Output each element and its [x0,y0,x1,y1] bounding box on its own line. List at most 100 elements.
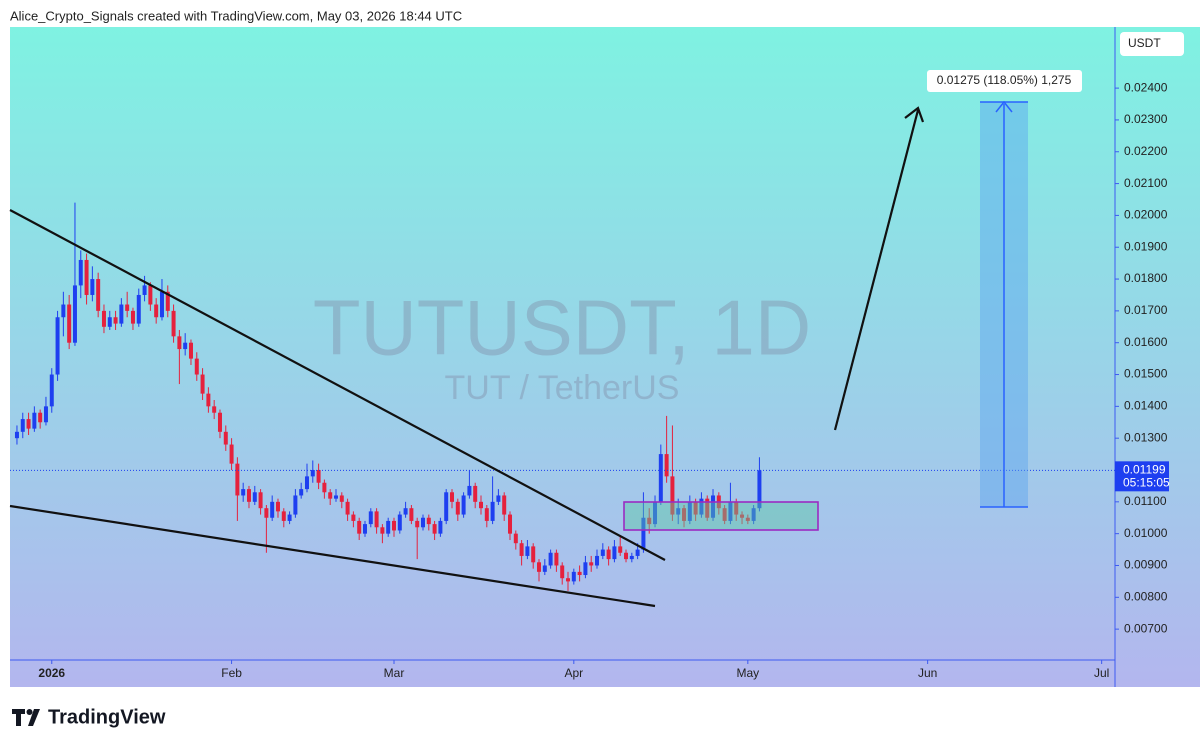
candle-body [629,555,634,560]
candle-body [618,546,623,553]
candle-body [310,470,315,477]
candle-body [275,501,280,512]
y-tick-label: 0.00900 [1124,558,1168,572]
y-tick-label: 0.01900 [1124,239,1168,253]
candle-body [734,501,739,515]
y-tick-label: 0.01700 [1124,303,1168,317]
candle-body [542,565,547,572]
candle-body [14,431,19,439]
y-tick-label: 0.01500 [1124,367,1168,381]
candle-body [479,501,484,509]
candle-body [194,358,199,375]
brand: TradingView [48,706,166,728]
y-tick-label: 0.01600 [1124,335,1168,349]
candle-body [136,294,141,324]
candle-body [287,514,292,521]
candle-body [55,317,60,375]
candle-body [252,492,257,502]
candle-body [368,511,373,525]
candle-body [235,463,240,496]
candle-body [548,552,553,566]
candle-body [699,498,704,515]
candle-body [258,492,263,509]
logo-part [28,709,40,726]
candle-body [38,412,43,423]
candle-body [264,508,269,518]
candle-body [49,374,54,407]
y-tick-label: 0.01000 [1124,526,1168,540]
candle-body [212,406,217,413]
x-tick-label: 2026 [38,666,65,680]
candle-body [577,571,582,576]
currency-box [1120,32,1184,56]
candle-body [362,524,367,534]
candle-body [171,310,176,337]
candle-body [641,517,646,550]
candle-body [223,431,228,445]
candle-body [624,552,629,560]
y-tick-label: 0.02200 [1124,144,1168,158]
drawings: 0.01275 (118.05%) 1,275 [9,70,1082,608]
y-tick-label: 0.01300 [1124,430,1168,444]
footer [0,687,1200,747]
candle-body [647,517,652,525]
candle-body [682,508,687,521]
measure-arrow-head [995,100,1013,113]
candle-body [705,498,710,518]
x-tick-label: Feb [221,666,242,680]
candle-body [525,546,530,556]
price-axis: 0.007000.008000.009000.010000.011000.012… [1115,80,1168,635]
y-tick-label: 0.01400 [1124,399,1168,413]
candle-body [519,543,524,556]
candle-body [154,304,159,318]
last-price-box [1115,461,1169,492]
candle-body [229,444,234,464]
candle-body [217,412,222,432]
y-tick-label: 0.01800 [1124,271,1168,285]
candle-body [26,419,31,429]
candle-body [409,508,414,521]
candle-body [583,562,588,576]
candle-body [438,520,443,534]
candle-body [426,517,431,525]
candle-body [101,310,106,327]
candle-body [687,501,692,521]
candle-body [635,549,640,556]
candle-body [322,482,327,493]
candle-body [415,520,420,528]
candle-body [206,393,211,407]
candle-body [496,495,501,502]
candle-body [420,517,425,528]
chart-background [10,27,1200,687]
candle-body [560,565,565,579]
header: Alice_Crypto_Signals created with Tradin… [10,8,462,23]
candle-body [299,489,304,496]
candle-body [270,501,275,518]
candle-body [484,508,489,521]
candle-body [200,374,205,394]
candle-body [740,514,745,518]
candle-body [188,342,193,359]
candle-body [653,501,658,525]
candle-body [693,501,698,515]
candle-body [676,508,681,515]
candle-body [513,533,518,544]
candle-body [461,495,466,515]
candle-body [757,470,762,509]
trend-line [9,504,656,608]
y-tick-label: 0.00700 [1124,621,1168,635]
candle-body [473,485,478,502]
time-axis: 2026 Feb Mar Apr May Jun Jul [38,660,1109,680]
candle-body [333,495,338,499]
arrow [833,109,920,431]
candle-body [357,520,362,534]
candle-body [43,406,48,423]
candle-body [490,501,495,521]
candle-body [595,555,600,566]
range-box [623,501,819,531]
candle-body [664,454,669,477]
candle-body [20,419,25,432]
candle-body [531,546,536,563]
candle-body [84,259,89,295]
